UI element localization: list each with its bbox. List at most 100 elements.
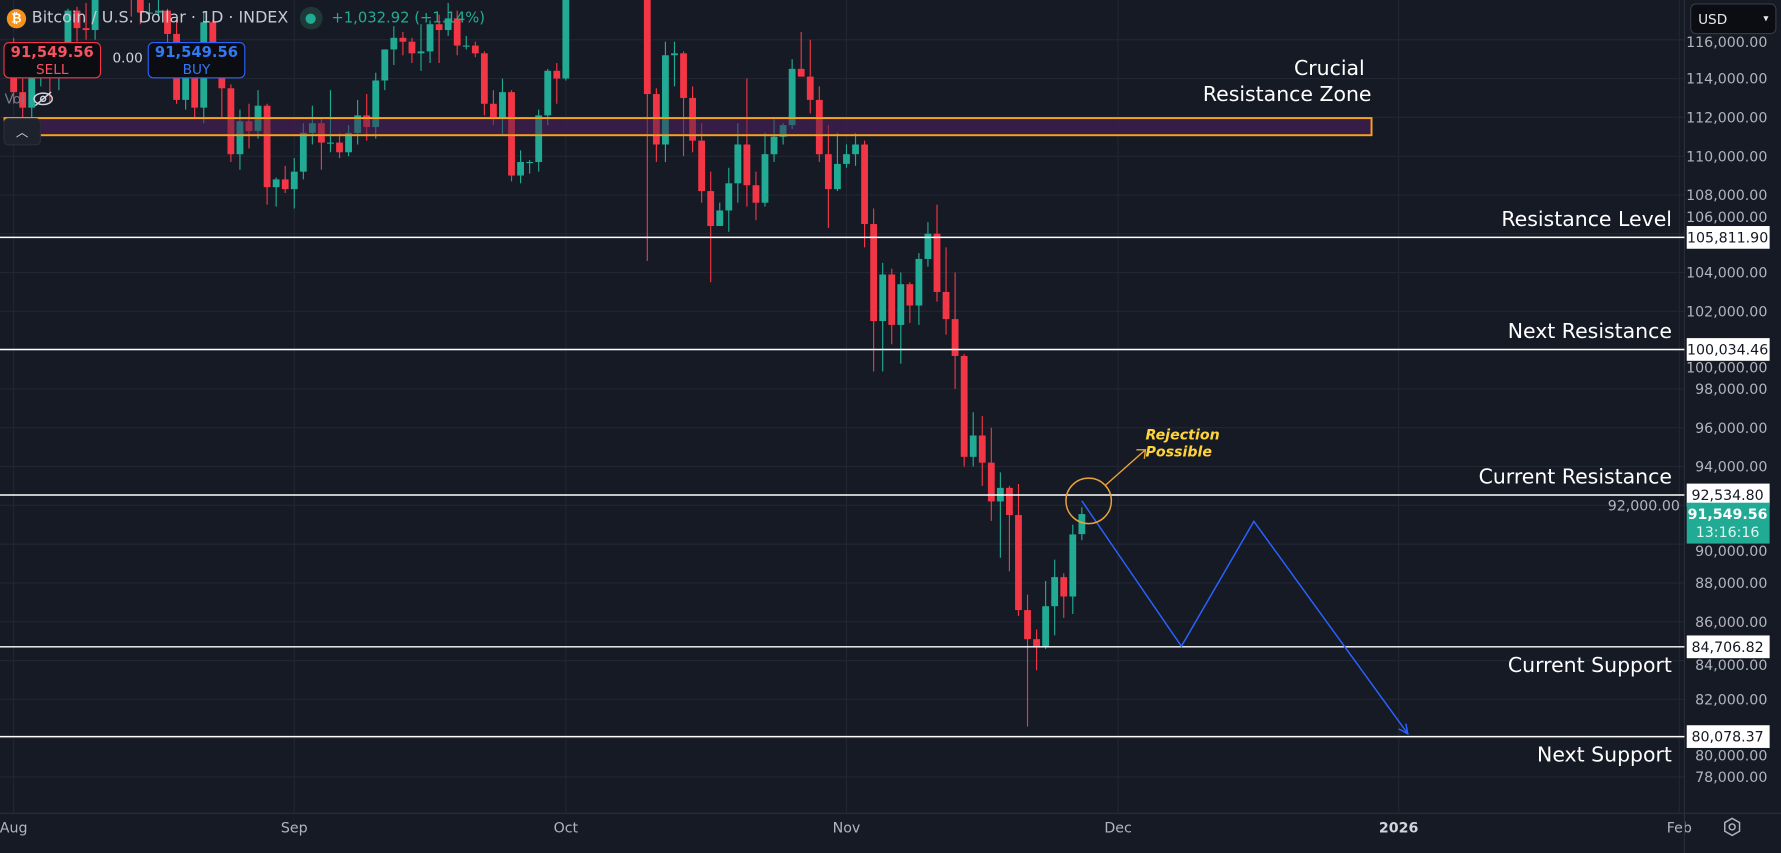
- candle-body: [1069, 534, 1077, 597]
- candle-body: [155, 10, 162, 13]
- sell-button[interactable]: 91,549.56 SELL: [3, 42, 102, 79]
- candle-body: [354, 115, 362, 133]
- y-axis-tick-label: 92,000.00: [1608, 498, 1680, 514]
- candle-body: [788, 68, 796, 126]
- candle-body: [1051, 577, 1059, 607]
- symbol-title[interactable]: Bitcoin / U.S. Dollar · 1D · INDEX: [31, 9, 289, 28]
- candle-body: [987, 462, 995, 502]
- volume-indicator[interactable]: Vol: [5, 91, 55, 107]
- rejection-circle[interactable]: [1065, 477, 1113, 525]
- volume-label: Vol: [4, 90, 25, 107]
- candle-body: [236, 121, 244, 155]
- y-axis-tick-label: 84,000.00: [1695, 658, 1767, 674]
- candle-body: [680, 53, 687, 98]
- buy-button[interactable]: 91,549.56 BUY: [147, 42, 246, 79]
- candle-body: [861, 144, 868, 225]
- candle-body: [136, 0, 144, 13]
- y-axis-tick-label: 86,000.00: [1695, 615, 1767, 631]
- candle-body: [933, 233, 941, 292]
- level-label: Current Support: [1508, 653, 1672, 677]
- y-axis-tick-label: 80,000.00: [1695, 748, 1767, 764]
- currency-value: USD: [1698, 10, 1728, 27]
- current-price-tag: [1686, 502, 1770, 544]
- candle-body: [942, 291, 950, 320]
- candle-body: [553, 70, 561, 79]
- candle-body: [824, 154, 832, 190]
- annotation-line1: Rejection: [1145, 428, 1219, 444]
- candle-body: [951, 319, 959, 356]
- settings-icon[interactable]: [1722, 817, 1742, 837]
- candle-body: [843, 154, 850, 164]
- zone-label-line2: Resistance Zone: [1203, 82, 1372, 106]
- market-open-dot-icon: [299, 6, 323, 30]
- x-axis-tick-label: 2026: [1379, 821, 1419, 837]
- bar-countdown: 13:16:16: [1696, 525, 1760, 541]
- sell-price: 91,549.56: [10, 44, 94, 62]
- eye-slash-icon[interactable]: [32, 91, 55, 107]
- level-price-label-bg: [1686, 725, 1770, 748]
- candle-body: [888, 274, 896, 325]
- x-axis-tick-label: Nov: [833, 821, 861, 837]
- currency-dropdown[interactable]: USD ▾: [1690, 3, 1777, 35]
- level-price-label-bg: [1686, 338, 1770, 361]
- candle-body: [716, 210, 724, 226]
- collapse-legend-button[interactable]: ︿: [3, 118, 41, 146]
- candle-body: [73, 10, 81, 29]
- level-price-label: 92,534.80: [1692, 488, 1764, 504]
- candle-body: [662, 55, 669, 145]
- level-price-label-bg: [1686, 226, 1770, 249]
- candle-body: [797, 68, 805, 77]
- symbol-header: ₿ Bitcoin / U.S. Dollar · 1D · INDEX +1,…: [6, 6, 485, 30]
- candle-body: [743, 144, 751, 186]
- candle-body: [870, 224, 878, 322]
- buy-price: 91,549.56: [154, 44, 239, 62]
- candle-body: [390, 37, 398, 50]
- level-price-label-bg: [1686, 483, 1770, 507]
- candle-body: [82, 28, 90, 31]
- candle-body: [725, 183, 733, 211]
- candle-body: [752, 185, 760, 203]
- chevron-up-icon: ︿: [15, 124, 29, 140]
- x-axis-tick-label: Dec: [1104, 821, 1131, 837]
- candle-body: [544, 70, 552, 116]
- projection-path[interactable]: [1081, 500, 1409, 735]
- arrow-head-icon: [1398, 723, 1409, 736]
- bitcoin-icon: ₿: [6, 8, 27, 28]
- candle-body: [417, 51, 425, 54]
- level-label: Next Resistance: [1508, 319, 1672, 343]
- candle-body: [852, 144, 859, 155]
- candle-body: [209, 22, 217, 52]
- candle-body: [308, 123, 316, 133]
- candle-body: [227, 88, 235, 155]
- candle-body: [290, 171, 298, 190]
- y-axis-tick-label: 96,000.00: [1695, 421, 1767, 437]
- annotation-line2: Possible: [1145, 445, 1212, 461]
- candle-body: [879, 274, 887, 322]
- candle-body: [1006, 487, 1013, 516]
- y-axis-tick-label: 98,000.00: [1695, 382, 1767, 398]
- candle-body: [444, 18, 452, 31]
- candle-body: [834, 163, 841, 190]
- candle-body: [91, 0, 99, 31]
- y-axis-tick-label: 104,000.00: [1686, 266, 1767, 282]
- level-price-label: 84,706.82: [1692, 640, 1764, 656]
- candle-body: [770, 136, 778, 155]
- candle-body: [906, 284, 914, 306]
- spread-value: 0.00: [112, 49, 143, 66]
- resistance-zone-overlay: [3, 117, 1373, 137]
- candle-body: [399, 37, 407, 42]
- candle-body: [924, 233, 932, 259]
- y-axis-tick-label: 114,000.00: [1686, 72, 1767, 88]
- candle-body: [299, 132, 307, 172]
- candle-body: [978, 435, 986, 463]
- candle-body: [28, 74, 36, 108]
- candle-body: [897, 284, 905, 325]
- candle-body: [318, 123, 325, 143]
- candle-body: [64, 10, 72, 60]
- y-axis-tick-label: 116,000.00: [1686, 35, 1767, 51]
- candle-body: [915, 258, 923, 306]
- candle-body: [263, 105, 271, 188]
